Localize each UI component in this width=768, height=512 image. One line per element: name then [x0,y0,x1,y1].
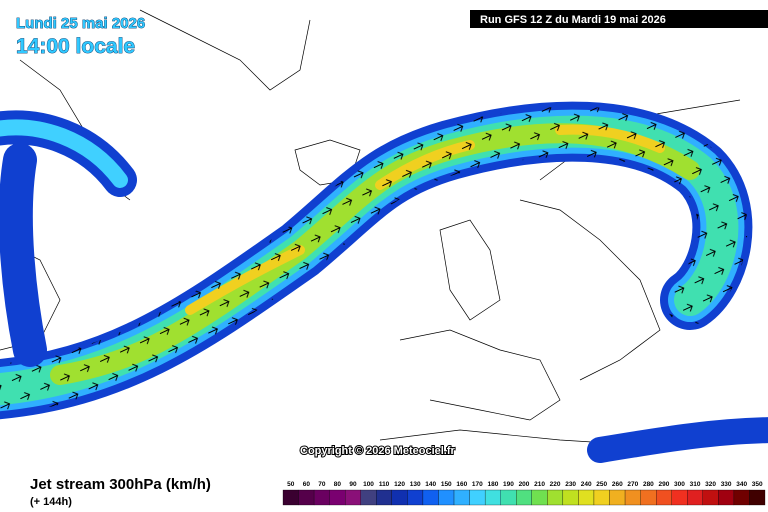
legend-swatch [438,489,455,506]
legend-label: 170 [472,481,483,488]
legend-swatch [671,489,688,506]
legend-label: 240 [581,481,592,488]
legend-label: 90 [349,481,357,488]
legend-label: 140 [425,481,436,488]
legend-swatch [469,489,486,506]
legend-swatch [702,489,719,506]
legend-label: 120 [394,481,405,488]
legend-label: 310 [690,481,701,488]
legend-swatch [609,489,626,506]
legend-label: 200 [519,481,530,488]
legend-label: 180 [487,481,498,488]
legend-label: 330 [721,481,732,488]
legend-swatch [516,489,532,506]
legend-swatch [624,489,641,506]
legend-swatch [391,489,408,506]
legend-swatch [749,489,766,506]
legend-label: 290 [659,481,670,488]
legend-swatch [345,489,361,506]
legend-swatch [298,489,315,506]
run: Run GFS 12 Z du Mardi 19 mai 2026 [480,14,666,26]
legend-label: 60 [303,481,311,488]
legend-label: 210 [534,481,545,488]
legend-swatch [282,489,299,506]
legend-label: 270 [627,481,638,488]
jet-stream [0,101,768,463]
legend-label: 340 [736,481,747,488]
legend-label: 130 [410,481,421,488]
legend-label: 220 [550,481,561,488]
time: 14:00 locale [16,35,135,58]
legend-swatch [593,489,610,506]
legend-swatch [687,489,703,506]
legend-swatch [422,489,439,506]
legend-swatch [656,489,672,506]
legend-label: 160 [456,481,467,488]
legend-label: 250 [596,481,607,488]
legend-label: 110 [379,481,390,488]
legend-swatch [547,489,564,506]
legend-swatch [484,489,501,506]
copyright: Copyright © 2026 Meteociel.fr [300,445,456,457]
date: Lundi 25 mai 2026 [16,15,145,32]
legend: 50 60 70 80 90 100 110 120 130 140 150 160 170 180 190… [282,481,766,506]
legend-label: 150 [441,481,452,488]
legend-swatch [531,489,548,506]
legend-swatch [313,489,330,506]
legend-swatch [500,489,517,506]
legend-swatch [453,489,470,506]
legend-label: 230 [565,481,576,488]
legend-swatch [376,489,392,506]
legend-swatch [640,489,657,506]
legend-label: 70 [318,481,326,488]
legend-label: 50 [287,481,295,488]
legend-swatch [360,489,377,506]
run-box [470,10,768,28]
legend-swatch [329,489,346,506]
legend-label: 300 [674,481,685,488]
legend-swatch [407,489,424,506]
footer-title: Jet stream 300hPa (km/h) [30,476,211,493]
legend-swatch [562,489,579,506]
legend-label: 190 [503,481,514,488]
legend-label: 80 [334,481,342,488]
legend-label: 100 [363,481,374,488]
legend-swatch [733,489,750,506]
legend-label: 280 [643,481,654,488]
legend-label: 350 [752,481,763,488]
legend-label: 320 [705,481,716,488]
legend-label: 260 [612,481,623,488]
legend-swatch [578,489,595,506]
lead-time: (+ 144h) [30,496,72,508]
legend-swatch [718,489,735,506]
